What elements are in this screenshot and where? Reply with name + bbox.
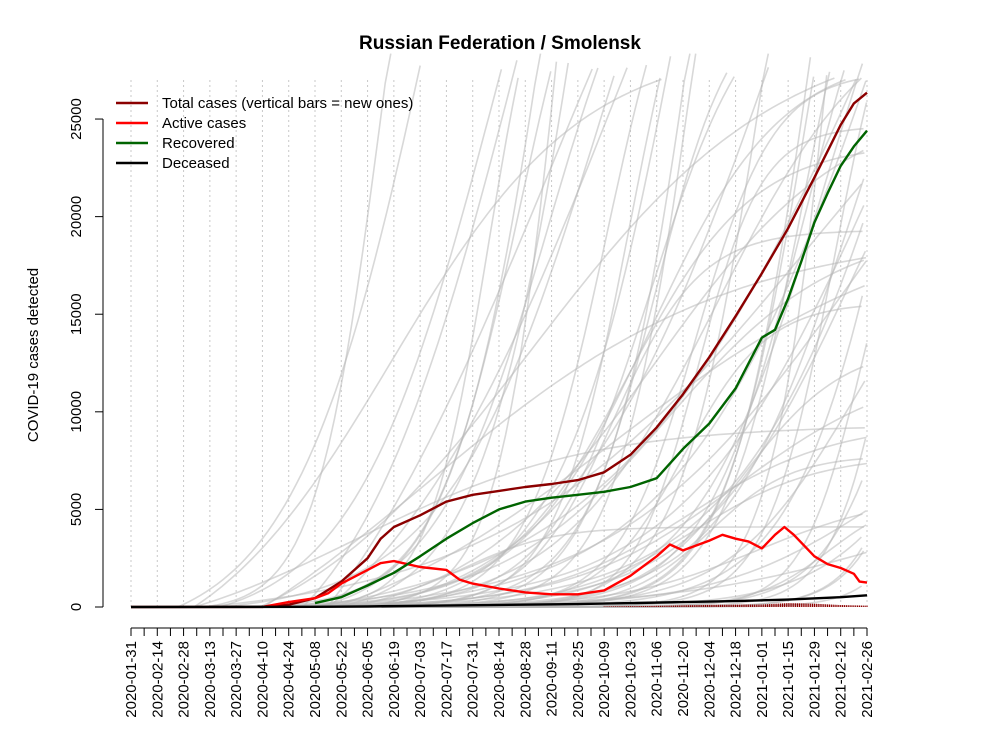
background-curve-32 xyxy=(232,259,865,608)
x-tick-label: 2021-02-12 xyxy=(833,641,850,718)
background-curve-58 xyxy=(344,222,864,608)
background-curve-52 xyxy=(326,68,593,608)
x-tick-label: 2020-05-22 xyxy=(333,641,350,718)
legend: Total cases (vertical bars = new ones) Ac… xyxy=(116,95,413,172)
y-tick-label: 15000 xyxy=(68,293,85,335)
x-tick-label: 2020-04-10 xyxy=(254,641,271,718)
new-cases-bars xyxy=(603,603,868,607)
y-tick-label: 25000 xyxy=(68,98,85,140)
legend-label-0: Total cases (vertical bars = new ones) xyxy=(162,95,413,112)
background-curve-53 xyxy=(194,427,865,608)
x-tick-label: 2020-05-08 xyxy=(307,641,324,718)
legend-label-1: Active cases xyxy=(162,115,246,132)
x-tick-label: 2020-08-28 xyxy=(517,641,534,718)
chart-title: Russian Federation / Smolensk xyxy=(359,33,641,54)
x-tick-label: 2021-01-15 xyxy=(780,641,797,718)
deceased-line xyxy=(130,594,868,609)
background-curve-61 xyxy=(292,77,519,608)
background-curve-44 xyxy=(337,62,569,608)
background-curve-38 xyxy=(360,77,862,608)
background-curve-15 xyxy=(246,71,552,608)
x-tick-label: 2020-09-11 xyxy=(544,641,561,717)
recovered-line xyxy=(314,129,868,605)
x-tick-label: 2020-06-05 xyxy=(360,641,377,718)
background-curve-48 xyxy=(219,69,503,608)
background-curve-19 xyxy=(299,78,846,608)
x-tick-label: 2020-10-23 xyxy=(622,641,639,718)
background-curve-21 xyxy=(193,78,662,608)
x-tick-label: 2020-02-28 xyxy=(176,641,193,718)
x-tick-label: 2020-01-31 xyxy=(123,641,140,718)
x-tick-label: 2020-02-14 xyxy=(149,641,166,718)
background-curve-5 xyxy=(368,67,770,608)
x-tick-label: 2020-08-14 xyxy=(491,641,508,718)
x-tick-label: 2021-01-29 xyxy=(806,641,823,718)
x-tick-label: 2020-11-20 xyxy=(675,641,692,717)
background-curve-29 xyxy=(202,183,863,608)
active-cases-line xyxy=(262,525,868,609)
x-tick-label: 2020-03-27 xyxy=(228,641,245,718)
y-tick-label: 10000 xyxy=(68,391,85,433)
total-cases-line xyxy=(130,91,868,609)
series-lines xyxy=(130,91,868,609)
x-tick-label: 2020-07-17 xyxy=(438,641,455,718)
background-region-curves xyxy=(177,53,868,608)
background-curve-0 xyxy=(177,65,421,608)
x-tick-label: 2020-07-03 xyxy=(412,641,429,718)
y-tick-label: 0 xyxy=(68,603,85,611)
x-tick-label: 2020-12-04 xyxy=(701,641,718,718)
x-tick-label: 2020-06-19 xyxy=(386,641,403,718)
y-tick-label: 5000 xyxy=(68,493,85,526)
background-curve-57 xyxy=(259,77,835,608)
x-tick-label: 2021-02-26 xyxy=(859,641,876,718)
x-tick-label: 2020-03-13 xyxy=(202,641,219,718)
y-tick-label: 20000 xyxy=(68,196,85,238)
y-axis-label: COVID-19 cases detected xyxy=(25,268,42,442)
background-curve-39 xyxy=(361,63,864,608)
x-tick-label: 2020-07-31 xyxy=(465,641,482,718)
x-tick-label: 2020-04-24 xyxy=(281,641,298,718)
background-curve-1 xyxy=(328,178,865,608)
background-curve-59 xyxy=(282,406,864,608)
background-curve-62 xyxy=(262,256,867,608)
x-tick-label: 2020-12-18 xyxy=(728,641,745,718)
legend-label-3: Deceased xyxy=(162,155,230,172)
background-curve-54 xyxy=(302,60,518,608)
axes: 0 5000 10000 15000 20000 25000 2020-01-31 2020-… xyxy=(68,98,876,718)
grid xyxy=(130,80,868,607)
background-curve-35 xyxy=(204,53,392,608)
x-tick-label: 2021-01-01 xyxy=(754,641,771,718)
background-curve-7 xyxy=(366,56,672,608)
background-curve-49 xyxy=(314,260,867,608)
legend-label-2: Recovered xyxy=(162,135,235,152)
background-curve-55 xyxy=(219,75,615,608)
x-tick-label: 2020-11-06 xyxy=(649,641,666,717)
x-tick-label: 2020-10-09 xyxy=(596,641,613,718)
background-curve-14 xyxy=(261,152,865,608)
x-tick-label: 2020-09-25 xyxy=(570,641,587,718)
